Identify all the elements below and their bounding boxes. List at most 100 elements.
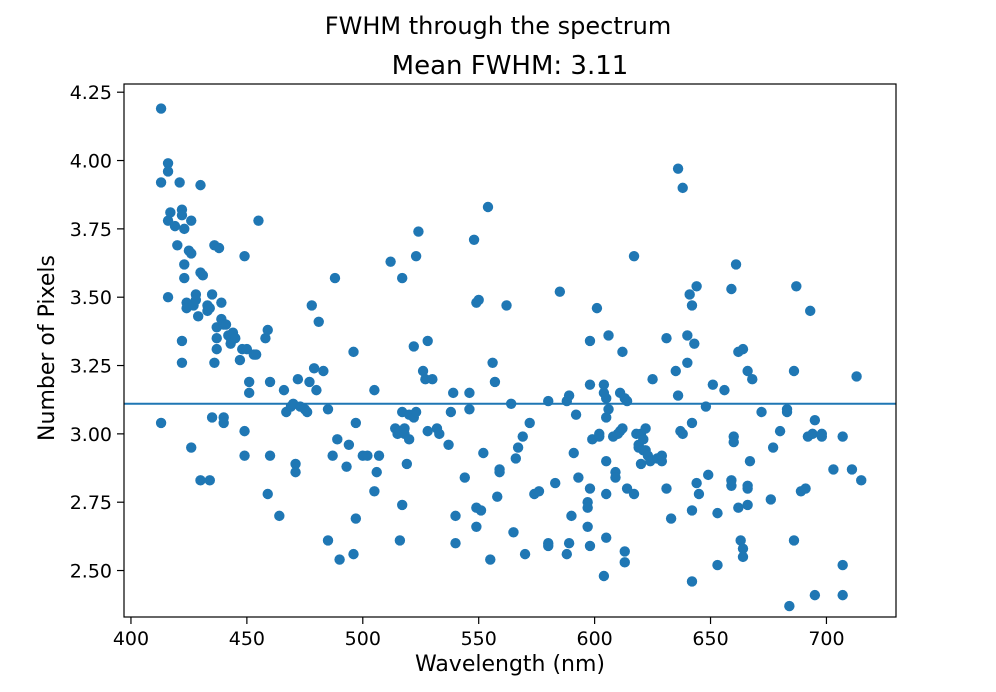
data-point — [601, 532, 612, 543]
data-point — [686, 417, 698, 429]
data-point — [348, 548, 359, 560]
data-point — [543, 540, 554, 552]
data-point — [473, 294, 484, 306]
data-point — [691, 477, 702, 489]
data-point — [322, 535, 334, 546]
data-point — [800, 483, 811, 494]
data-point — [450, 510, 461, 522]
data-point — [401, 458, 413, 470]
y-tick-label: 3.50 — [70, 287, 112, 309]
x-tick-label: 400 — [113, 628, 149, 650]
y-tick-label: 2.50 — [70, 561, 112, 583]
x-axis-label: Wavelength (nm) — [415, 652, 605, 677]
data-point — [301, 406, 313, 418]
data-point — [399, 423, 410, 434]
data-point — [413, 226, 424, 237]
data-point — [179, 272, 190, 284]
data-point — [459, 472, 470, 483]
data-point — [385, 256, 396, 267]
data-point — [262, 488, 273, 500]
data-point — [686, 505, 698, 516]
data-point — [482, 201, 494, 213]
data-point — [508, 527, 519, 538]
x-tick-label: 600 — [576, 628, 612, 650]
data-point — [260, 333, 271, 344]
data-point — [784, 600, 795, 612]
data-point — [656, 450, 668, 461]
y-tick-label: 4.25 — [70, 82, 112, 104]
x-tick-label: 700 — [808, 628, 844, 650]
data-point — [190, 294, 202, 306]
data-point — [213, 242, 225, 254]
data-point — [243, 387, 255, 399]
data-point — [211, 343, 222, 355]
data-point — [371, 466, 382, 478]
data-point — [603, 404, 614, 415]
data-point — [788, 365, 800, 377]
data-point — [216, 297, 227, 308]
data-point — [397, 499, 408, 511]
data-point — [206, 412, 218, 423]
data-point — [543, 395, 554, 407]
data-point — [533, 486, 545, 497]
data-point — [733, 502, 744, 513]
data-point — [846, 464, 858, 475]
data-point — [621, 395, 633, 407]
data-point — [856, 475, 867, 486]
data-point — [788, 535, 800, 546]
data-point — [638, 434, 649, 445]
y-tick-label: 3.25 — [70, 356, 112, 378]
data-point — [478, 447, 489, 459]
data-point — [204, 302, 215, 314]
data-point — [672, 163, 684, 174]
data-point — [278, 384, 290, 396]
data-point — [700, 401, 712, 412]
data-point — [621, 483, 633, 494]
data-point — [174, 177, 185, 188]
data-point — [563, 538, 575, 549]
x-tick-label: 550 — [461, 628, 497, 650]
data-point — [584, 540, 596, 552]
data-point — [774, 425, 786, 437]
data-point — [162, 158, 174, 169]
data-point — [601, 488, 612, 500]
data-point — [737, 343, 749, 355]
axes-frame — [123, 83, 897, 618]
data-point — [501, 300, 512, 311]
data-point — [617, 423, 628, 434]
data-point — [591, 302, 603, 314]
data-point — [422, 425, 433, 437]
data-point — [735, 535, 746, 546]
data-point — [186, 215, 197, 226]
data-point — [172, 240, 183, 251]
data-point — [155, 103, 167, 114]
data-point — [584, 483, 596, 494]
data-point — [341, 461, 352, 472]
data-point — [179, 259, 190, 270]
data-point — [492, 491, 503, 502]
data-point — [524, 417, 535, 429]
data-point — [726, 480, 737, 491]
data-point — [304, 376, 315, 388]
data-point — [197, 270, 209, 281]
data-point — [204, 475, 215, 486]
data-point — [747, 374, 758, 385]
data-point — [234, 354, 246, 366]
data-point — [350, 417, 362, 429]
data-point — [682, 330, 693, 341]
data-point — [828, 464, 839, 475]
data-point — [619, 557, 630, 568]
data-point — [684, 289, 695, 300]
data-point — [809, 415, 821, 426]
x-tick-label: 450 — [229, 628, 265, 650]
y-tick-label: 4.00 — [70, 151, 112, 173]
data-point — [373, 450, 385, 461]
data-point — [239, 450, 250, 461]
data-point — [169, 220, 181, 232]
data-point — [689, 338, 700, 349]
data-point — [253, 215, 264, 226]
data-point — [274, 510, 285, 522]
data-point — [239, 251, 250, 262]
data-point — [369, 384, 380, 396]
data-point — [218, 417, 229, 429]
